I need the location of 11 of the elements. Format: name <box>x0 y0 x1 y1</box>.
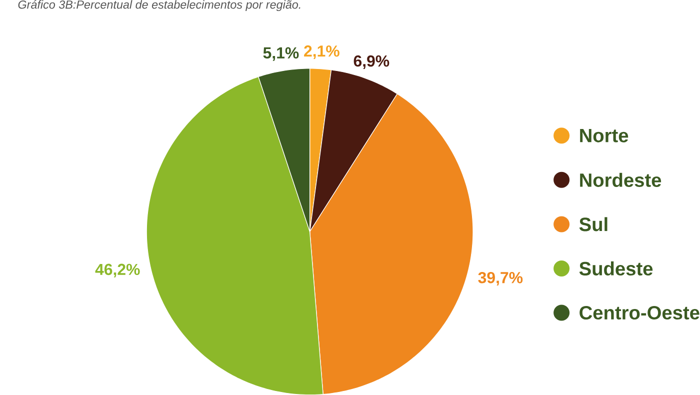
legend-label: Nordeste <box>580 172 662 187</box>
data-label: 39,7% <box>478 272 523 286</box>
data-label: 5,1% <box>263 47 299 61</box>
legend-label: Norte <box>580 128 628 142</box>
data-label: 46,2% <box>95 264 140 278</box>
data-label: 6,9% <box>354 55 390 69</box>
data-label: 2,1% <box>304 45 340 59</box>
legend-label: Sudeste <box>579 261 653 276</box>
chart-title: Gráfico 3B:Percentual de estabelecimentos por região. <box>18 0 300 11</box>
legend-label: Sul <box>579 217 608 232</box>
legend-label: Centro-Oeste <box>580 306 700 320</box>
